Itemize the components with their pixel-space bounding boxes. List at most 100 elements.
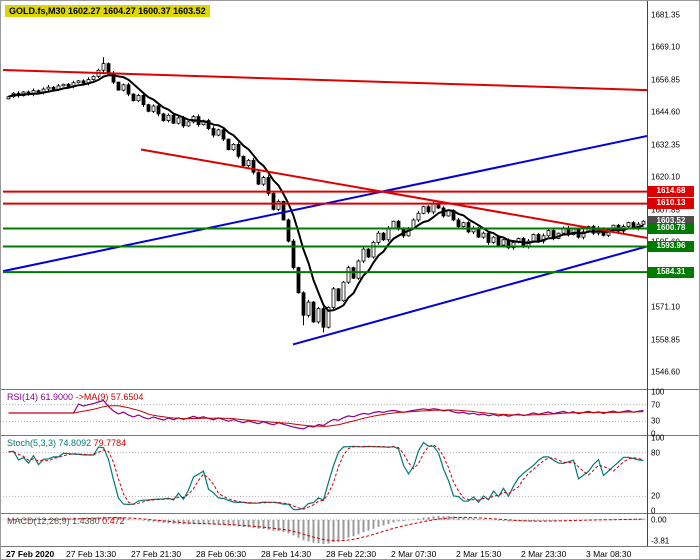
- ascending-channel-line[interactable]: [292, 245, 647, 346]
- candle-body: [501, 239, 506, 246]
- stoch-tick-label: 80: [651, 448, 660, 458]
- candle-body: [271, 193, 276, 210]
- candle-body: [381, 232, 386, 241]
- candle-body: [641, 220, 646, 225]
- candle-body: [236, 144, 241, 157]
- candle-body: [256, 171, 261, 185]
- candle-body: [121, 84, 126, 91]
- candle-body: [146, 104, 151, 112]
- symbol-name: GOLD.fs,M30: [9, 6, 66, 16]
- stoch-signal-line: [8, 444, 644, 510]
- candle-body: [156, 105, 161, 115]
- candle-body: [281, 200, 286, 221]
- candle-body: [286, 219, 291, 242]
- candle-body: [141, 95, 146, 106]
- time-axis-label: 2 Mar 15:30: [456, 549, 502, 559]
- price-level-badge: 1614.68: [648, 186, 694, 198]
- stoch-signal-value: 79.7784: [93, 438, 127, 448]
- candle-body: [211, 128, 216, 136]
- current-price-badge: 1603.52: [648, 215, 694, 227]
- candle-body: [311, 301, 316, 323]
- time-axis-label: 3 Mar 08:30: [586, 549, 632, 559]
- candle-body: [546, 230, 551, 237]
- rsi-tick-label: 0: [651, 429, 656, 439]
- candle-body: [336, 288, 341, 302]
- candle-body: [171, 114, 176, 124]
- macd-signal-line: [8, 516, 644, 542]
- stoch-tick-label: 0: [651, 506, 656, 516]
- time-axis-label: 2 Mar 07:30: [391, 549, 437, 559]
- candle-body: [361, 248, 366, 262]
- candle-body: [61, 83, 66, 87]
- candle-body: [326, 306, 331, 328]
- time-axis-label: 2 Mar 23:30: [521, 549, 567, 559]
- candle-body: [456, 219, 461, 227]
- stoch-tick-label: 100: [651, 433, 665, 443]
- candle-body: [346, 267, 351, 283]
- candle-body: [511, 242, 516, 249]
- price-level-badge: 1610.13: [648, 198, 694, 210]
- candle-body: [431, 203, 436, 213]
- time-axis-label: 28 Feb 22:30: [326, 549, 377, 559]
- stoch-tick-label: 20: [651, 491, 660, 501]
- rsi-value: 61.9000: [40, 392, 74, 402]
- candle-body: [296, 267, 301, 294]
- candles-layer: [6, 57, 646, 333]
- price-level-badge: 1593.96: [648, 241, 694, 253]
- candle-body: [301, 292, 306, 316]
- candle-body: [446, 210, 451, 217]
- rsi-tick-label: 100: [651, 387, 665, 397]
- candle-body: [316, 308, 321, 323]
- rsi-label: RSI(14) 61.9000 ->MA(9) 57.6504: [7, 392, 143, 402]
- rsi-line: [8, 399, 644, 430]
- time-axis-label: 27 Feb 2020: [6, 549, 55, 559]
- rsi-layer: [3, 399, 647, 430]
- candle-body: [91, 75, 96, 80]
- candle-body: [261, 177, 266, 185]
- stoch-layer: [3, 441, 647, 511]
- macd-label: MACD(12,26,9) 1.4380 0.472: [7, 516, 125, 526]
- price-tick-label: 1644.60: [651, 107, 680, 117]
- candle-body: [481, 232, 486, 238]
- stoch-label: Stoch(5,3,3) 74.8092 79.7784: [7, 438, 126, 448]
- symbol-ohlc-label: GOLD.fs,M30 1602.27 1604.27 1600.37 1603…: [5, 5, 210, 17]
- candle-body: [366, 248, 371, 258]
- candle-body: [341, 281, 346, 302]
- candle-body: [291, 240, 296, 269]
- candle-body: [626, 222, 631, 227]
- candle-body: [581, 231, 586, 238]
- candle-body: [536, 234, 541, 242]
- candle-body: [231, 144, 236, 151]
- candle-body: [386, 227, 391, 241]
- time-axis-label: 28 Feb 06:30: [196, 549, 247, 559]
- candle-body: [276, 200, 281, 210]
- macd-name: MACD(12,26,9): [7, 516, 70, 526]
- candle-body: [221, 129, 226, 140]
- candle-body: [391, 220, 396, 229]
- stoch-main-line: [8, 441, 644, 511]
- macd-value: 1.4380: [72, 516, 100, 526]
- descending-trendline[interactable]: [1, 69, 647, 92]
- time-axis-label: 27 Feb 21:30: [131, 549, 182, 559]
- stoch-value: 74.8092: [58, 438, 92, 448]
- rsi-ma-line: [8, 405, 644, 427]
- candle-body: [411, 219, 416, 229]
- price-tick-label: 1546.60: [651, 367, 680, 377]
- candle-body: [116, 81, 121, 91]
- candle-body: [416, 212, 421, 221]
- descending-trendline[interactable]: [140, 148, 647, 239]
- price-tick-label: 1681.35: [651, 10, 680, 20]
- candle-body: [66, 83, 71, 87]
- macd-layer: [3, 516, 647, 544]
- price-tick-label: 1632.35: [651, 140, 680, 150]
- stoch-name: Stoch(5,3,3): [7, 438, 57, 448]
- candle-body: [131, 93, 136, 102]
- objects-layer: [1, 69, 647, 346]
- rsi-tick-label: 30: [651, 416, 660, 426]
- candle-body: [461, 222, 466, 227]
- candle-body: [151, 105, 156, 112]
- candle-body: [46, 86, 51, 90]
- candle-body: [241, 155, 246, 167]
